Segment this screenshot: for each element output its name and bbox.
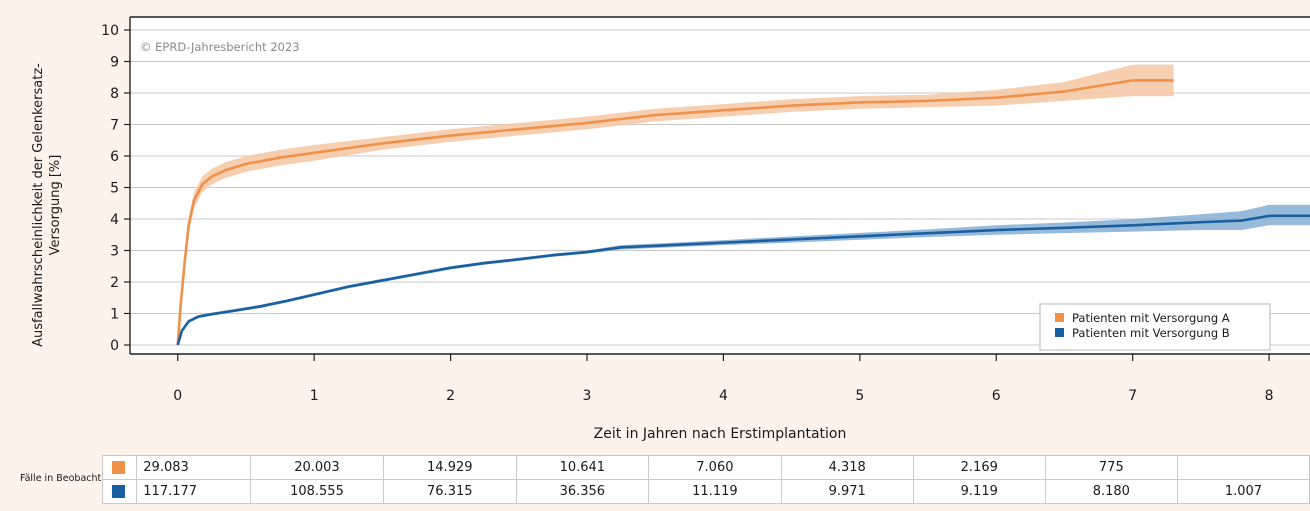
y-tick-label: 7 — [110, 118, 119, 134]
x-tick-label: 6 — [992, 388, 1001, 404]
y-tick-label: 6 — [110, 149, 119, 165]
risk-cell: 775 — [1044, 455, 1178, 480]
risk-swatch-b — [112, 485, 125, 498]
legend: Patienten mit Versorgung A Patienten mit… — [1039, 303, 1271, 351]
x-tick-label: 3 — [583, 388, 592, 404]
x-tick-label: 4 — [719, 388, 728, 404]
x-tick-label: 7 — [1128, 388, 1137, 404]
legend-label-b: Patienten mit Versorgung B — [1072, 326, 1230, 340]
legend-label-a: Patienten mit Versorgung A — [1072, 311, 1230, 325]
confidence-band-b — [177, 204, 1310, 345]
risk-swatch-cell-a — [101, 455, 138, 480]
series-line-a — [176, 79, 1174, 346]
y-tick-label: 2 — [110, 275, 119, 291]
confidence-band-a — [177, 64, 1174, 346]
risk-cell: 36.356 — [515, 479, 650, 504]
legend-swatch-b — [1055, 328, 1064, 337]
risk-cell: 2.169 — [912, 455, 1046, 480]
confidence-bands — [177, 64, 1310, 346]
x-tick-label: 0 — [173, 388, 182, 404]
x-tick-label: 1 — [310, 388, 319, 404]
y-tick-label: 1 — [110, 307, 119, 323]
y-tick-label: 3 — [110, 244, 119, 260]
legend-swatch-a — [1055, 313, 1064, 322]
risk-cell: 14.929 — [382, 455, 517, 480]
risk-swatch-cell-b — [101, 479, 138, 504]
x-axis-label: Zeit in Jahren nach Erstimplantation — [593, 426, 847, 442]
y-tick-label: 8 — [110, 86, 119, 102]
risk-cell: 20.003 — [249, 455, 384, 480]
risk-cell: 9.971 — [780, 479, 914, 504]
risk-cell: 108.555 — [249, 479, 384, 504]
y-tick-label: 4 — [110, 212, 119, 228]
risk-cell: 10.641 — [515, 455, 650, 480]
risk-cell — [1176, 455, 1310, 480]
y-tick-label: 5 — [110, 181, 119, 197]
y-tick-label: 0 — [110, 338, 119, 354]
risk-cell: 117.177 — [136, 479, 251, 504]
x-tick-label: 5 — [855, 388, 864, 404]
watermark: © EPRD-Jahresbericht 2023 — [140, 40, 300, 54]
risk-cell: 7.060 — [648, 455, 782, 480]
risk-row-a: 29.083 20.003 14.929 10.641 7.060 4.318 … — [101, 455, 1310, 480]
risk-cell: 1.007 — [1176, 479, 1310, 504]
x-tick-label: 2 — [446, 388, 455, 404]
risk-swatch-a — [112, 461, 125, 474]
risk-cell: 29.083 — [136, 455, 251, 480]
risk-cell: 9.119 — [912, 479, 1046, 504]
risk-cell: 8.180 — [1044, 479, 1178, 504]
axes: 0 1 2 3 4 5 6 7 8 9 10 0 1 2 3 4 5 6 7 8 — [101, 16, 1310, 404]
risk-cell: 11.119 — [648, 479, 782, 504]
risk-row-b: 117.177 108.555 76.315 36.356 11.119 9.9… — [101, 479, 1310, 504]
risk-table-label: Fälle in Beobachtung — [20, 473, 120, 484]
risk-table: 29.083 20.003 14.929 10.641 7.060 4.318 … — [101, 455, 1310, 504]
risk-cell: 76.315 — [382, 479, 517, 504]
x-tick-label: 8 — [1265, 388, 1274, 404]
series-line-b — [176, 214, 1310, 346]
y-tick-label: 9 — [110, 55, 119, 71]
y-axis-label: Ausfallwahrscheinlichkeit der Gelenkersa… — [31, 63, 63, 347]
y-tick-label: 10 — [101, 23, 119, 39]
risk-cell: 4.318 — [780, 455, 914, 480]
series-lines — [176, 79, 1310, 346]
